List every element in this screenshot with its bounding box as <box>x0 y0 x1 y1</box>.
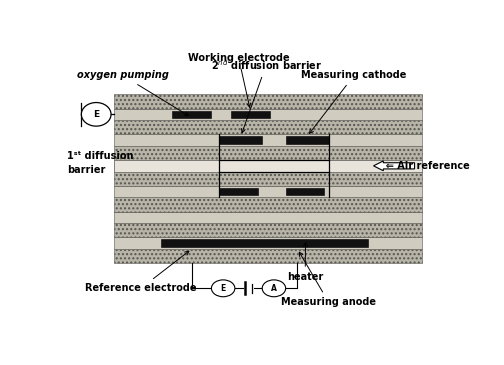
Bar <box>114 146 422 160</box>
Bar <box>219 188 258 195</box>
Bar <box>114 249 422 263</box>
Bar <box>114 197 422 212</box>
Bar <box>231 111 270 118</box>
Text: oxygen pumping: oxygen pumping <box>77 70 188 116</box>
Text: 2$^{nd}$ diffusion barrier: 2$^{nd}$ diffusion barrier <box>211 58 322 133</box>
Bar <box>114 172 422 186</box>
Bar <box>172 111 212 118</box>
Bar <box>114 160 422 172</box>
Text: Measuring cathode: Measuring cathode <box>301 70 407 133</box>
Bar <box>286 188 324 195</box>
Bar <box>114 95 422 108</box>
Text: Working electrode: Working electrode <box>188 54 290 107</box>
Text: E: E <box>221 284 226 293</box>
Text: E: E <box>93 110 99 119</box>
Bar <box>114 212 422 223</box>
Bar <box>114 223 422 237</box>
Bar <box>114 134 422 146</box>
Text: 1ˢᵗ diffusion: 1ˢᵗ diffusion <box>67 151 134 161</box>
Bar <box>114 237 422 249</box>
Circle shape <box>212 280 235 297</box>
Bar <box>114 120 422 134</box>
Bar <box>114 186 422 197</box>
Bar <box>161 239 367 247</box>
Text: heater: heater <box>287 243 323 282</box>
Bar <box>286 137 329 144</box>
FancyArrow shape <box>373 161 414 171</box>
Text: ⇐ Air reference: ⇐ Air reference <box>380 161 470 171</box>
Text: A: A <box>271 284 277 293</box>
Text: barrier: barrier <box>67 165 105 175</box>
Bar <box>114 160 422 172</box>
Bar <box>114 108 422 120</box>
Ellipse shape <box>81 103 111 126</box>
Text: Measuring anode: Measuring anode <box>281 252 376 307</box>
Bar <box>219 137 262 144</box>
Text: Reference electrode: Reference electrode <box>85 251 197 293</box>
Circle shape <box>262 280 286 297</box>
